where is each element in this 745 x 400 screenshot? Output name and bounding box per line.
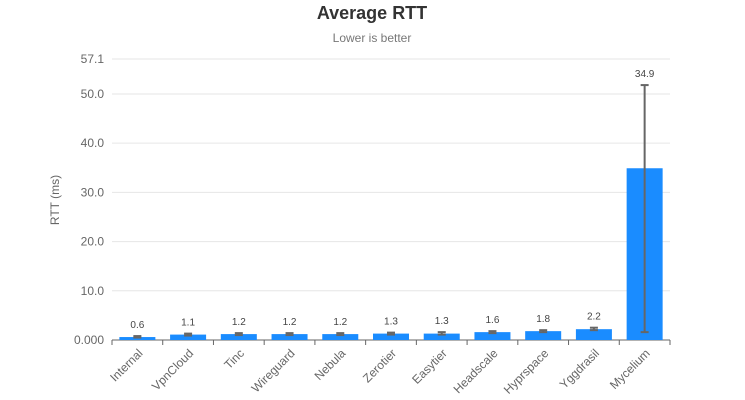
x-tick-label: Tinc xyxy=(221,346,247,372)
x-tick-label: Internal xyxy=(107,346,145,384)
y-tick-label: 57.1 xyxy=(81,52,105,66)
y-tick-label: 30.0 xyxy=(81,185,105,199)
x-tick-label: Headscale xyxy=(451,346,501,396)
bar xyxy=(271,334,308,340)
y-tick-label: 50.0 xyxy=(81,87,105,101)
data-label: 34.9 xyxy=(635,69,655,80)
data-label: 1.6 xyxy=(486,315,500,326)
bar xyxy=(170,334,207,340)
bar xyxy=(373,333,409,340)
bar xyxy=(474,332,511,340)
bar xyxy=(525,331,562,340)
x-tick-label: Hyprspace xyxy=(501,346,552,397)
x-tick-label: VpnCloud xyxy=(149,346,196,393)
data-label: 1.2 xyxy=(283,317,297,328)
y-tick-label: 10.0 xyxy=(81,284,105,298)
x-tick-label: Mycelium xyxy=(607,346,653,392)
bar xyxy=(423,333,460,340)
data-label: 1.3 xyxy=(384,317,398,328)
chart-title: Average RTT xyxy=(317,3,427,23)
data-label: 0.6 xyxy=(130,320,144,331)
bar xyxy=(220,334,257,340)
x-tick-label: Wireguard xyxy=(249,346,298,395)
y-tick-label: 0.000 xyxy=(74,333,104,347)
y-tick-label: 40.0 xyxy=(81,136,105,150)
y-axis-label: RTT (ms) xyxy=(48,175,62,225)
x-tick-label: Easytier xyxy=(409,346,450,387)
x-tick-label: Yggdrasil xyxy=(557,346,602,391)
x-tick-label: Zerotier xyxy=(360,346,399,385)
data-label: 1.3 xyxy=(435,316,449,327)
data-label: 2.2 xyxy=(587,312,601,323)
x-tick-label: Nebula xyxy=(312,346,349,383)
y-tick-label: 20.0 xyxy=(81,235,105,249)
data-label: 1.2 xyxy=(232,317,246,328)
data-label: 1.1 xyxy=(181,318,195,329)
bar xyxy=(575,329,612,340)
bar xyxy=(322,334,359,340)
data-label: 1.8 xyxy=(536,314,550,325)
chart-subtitle: Lower is better xyxy=(333,31,412,45)
data-label: 1.2 xyxy=(333,317,347,328)
